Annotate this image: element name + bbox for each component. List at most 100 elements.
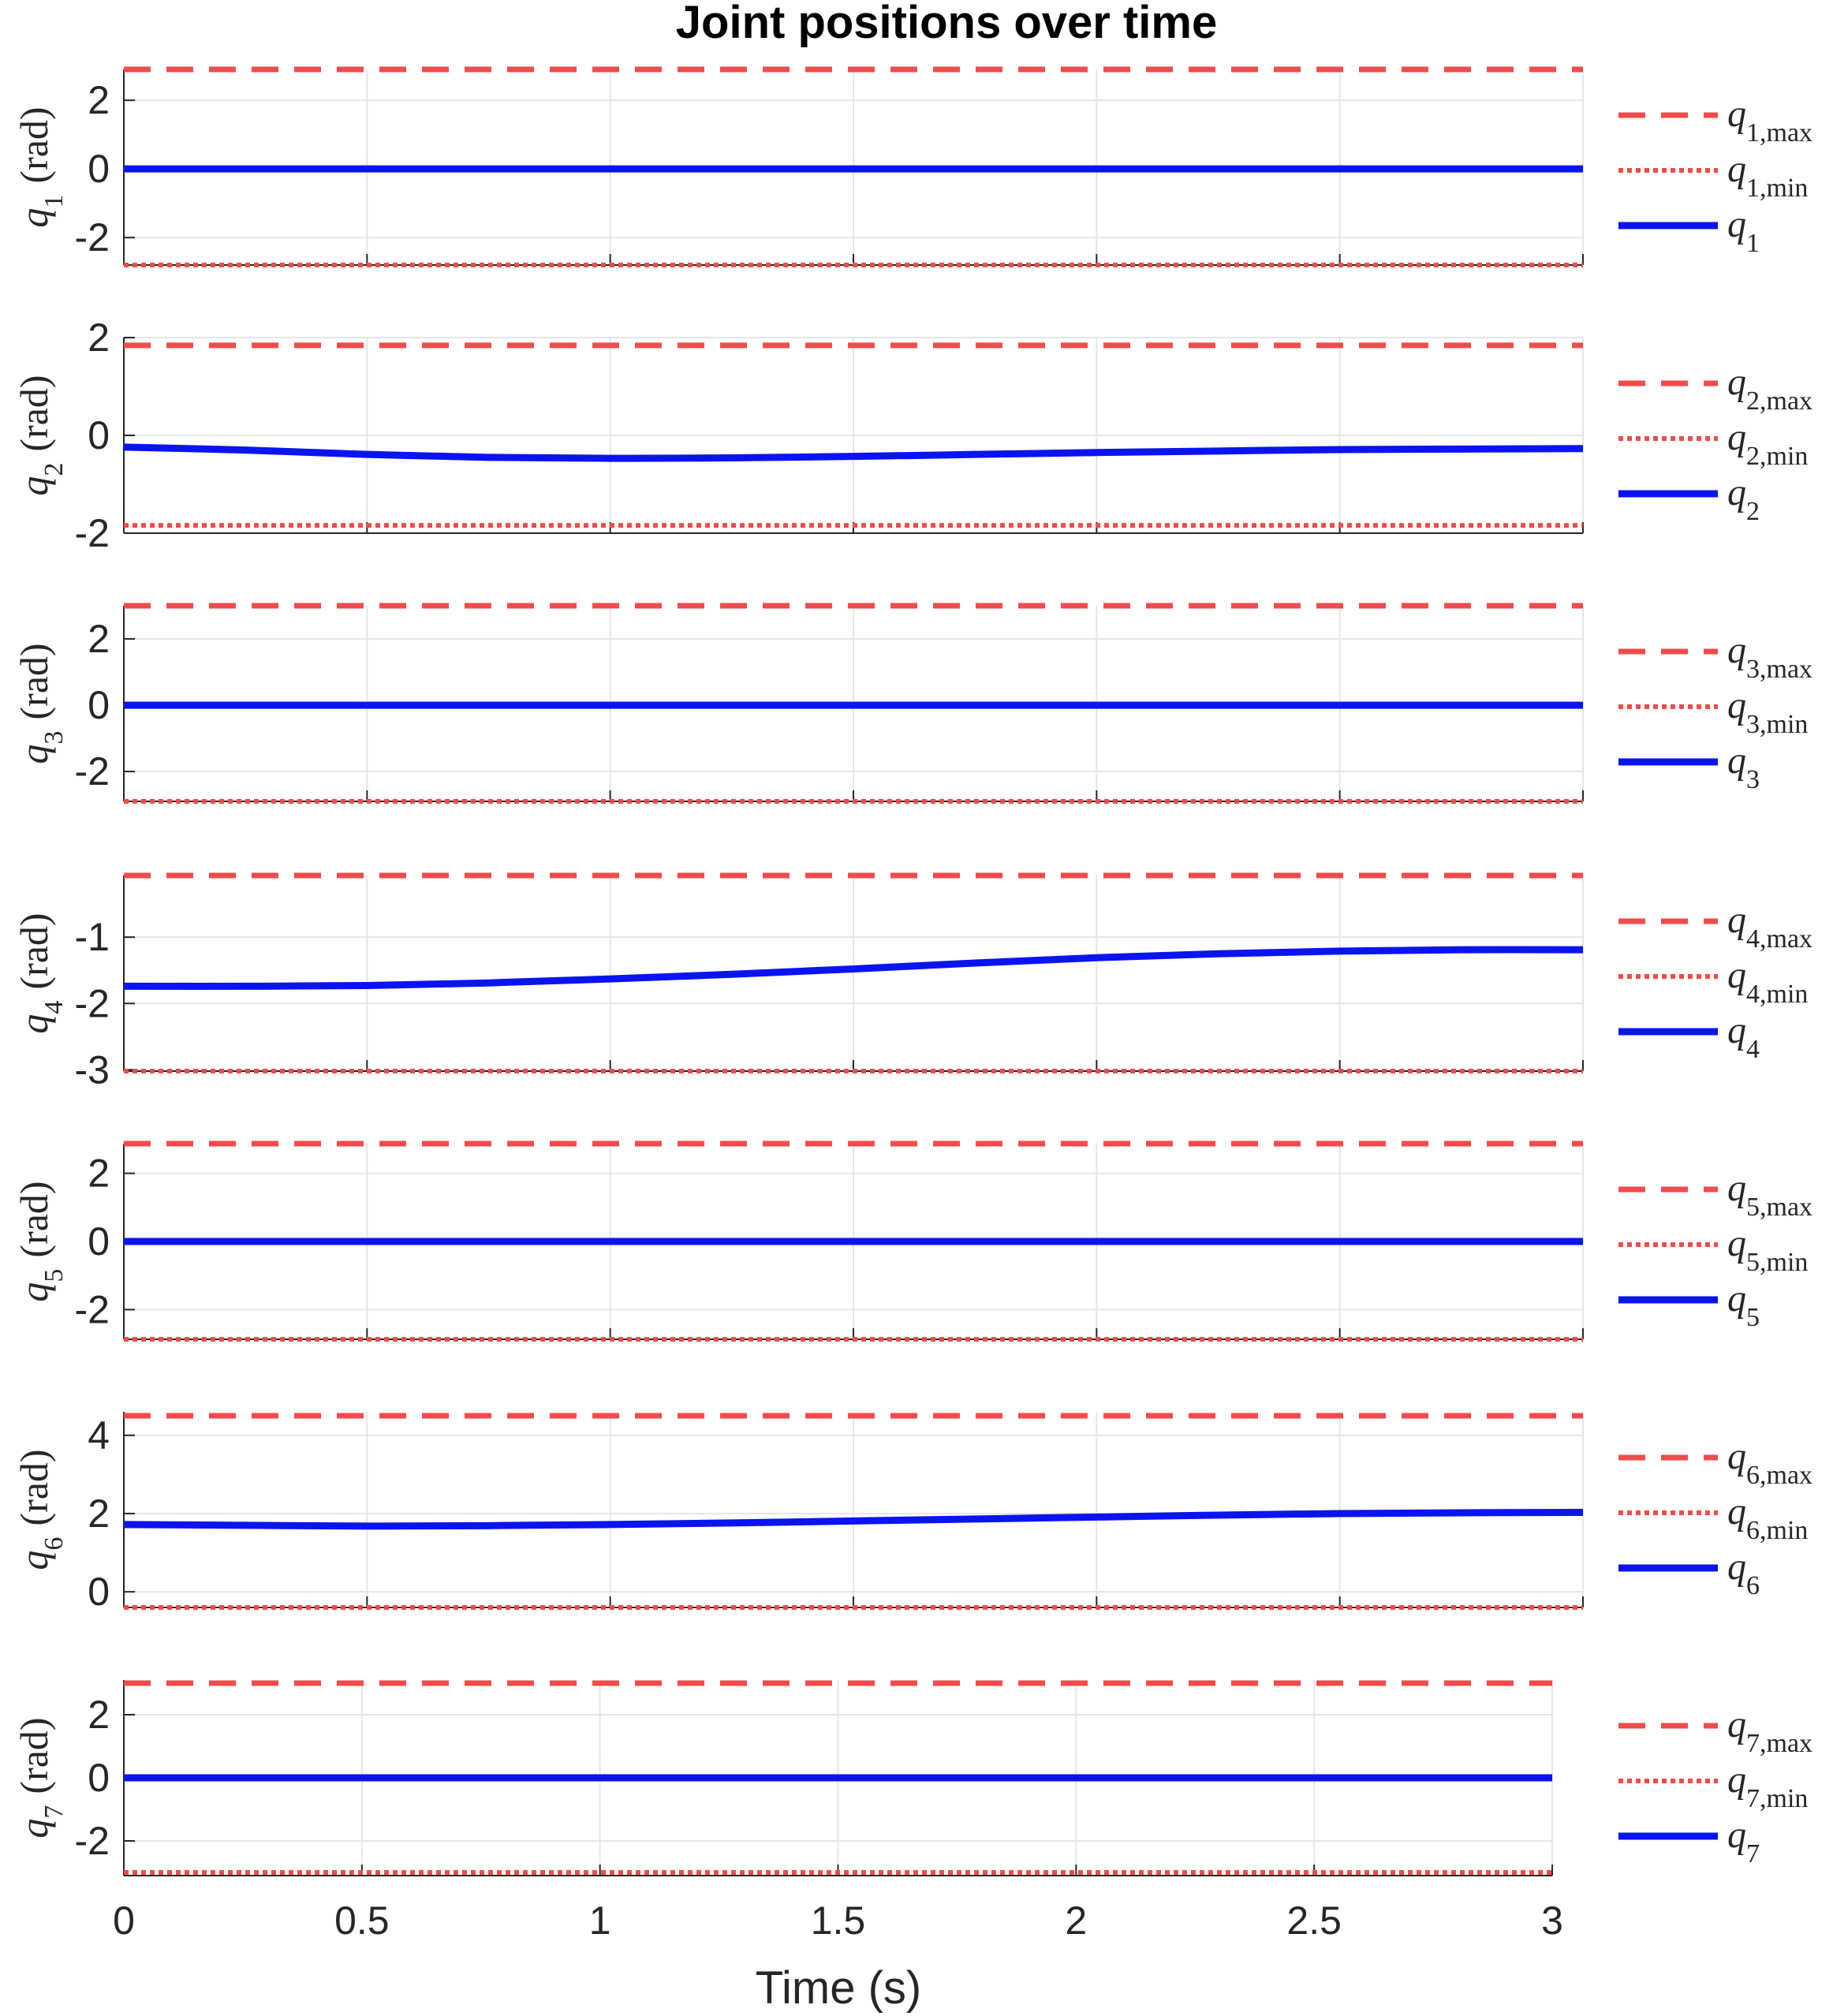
- math-subscript: 5: [1746, 1303, 1760, 1332]
- math-subscript: 6: [1746, 1571, 1760, 1600]
- math-subscript: 3: [1746, 765, 1760, 794]
- legend-label: q7: [1727, 1814, 1760, 1869]
- math-subscript: 1: [1746, 229, 1760, 258]
- math-var: q: [1727, 1546, 1746, 1588]
- y-axis-label: q5 (rad): [12, 1181, 69, 1301]
- legend-label: q5,min: [1727, 1223, 1808, 1277]
- y-axis-unit: (rad): [12, 643, 56, 719]
- math-var: q: [1727, 1223, 1746, 1264]
- x-axis-label: Time (s): [756, 1962, 921, 2014]
- x-tick-label: 3: [1541, 1898, 1563, 1943]
- math-subscript: 2: [39, 463, 69, 476]
- y-axis-unit: (rad): [12, 1717, 56, 1794]
- math-subscript: 1,min: [1746, 174, 1808, 203]
- y-tick-label: 0: [88, 1570, 110, 1614]
- math-subscript: 4,max: [1746, 924, 1812, 954]
- math-var: q: [1727, 361, 1746, 403]
- y-tick-label: -2: [75, 981, 110, 1025]
- math-var: q: [12, 1282, 56, 1302]
- math-subscript: 1: [39, 195, 69, 208]
- y-tick-label: 0: [88, 147, 110, 191]
- y-axis-label: q4 (rad): [12, 913, 69, 1033]
- math-subscript: 5,min: [1746, 1248, 1808, 1277]
- math-var: q: [12, 1014, 56, 1034]
- math-var: q: [1727, 1435, 1746, 1477]
- math-var: q: [1727, 685, 1746, 726]
- legend-label: q1,max: [1727, 93, 1812, 147]
- legend-label: q6: [1727, 1546, 1760, 1600]
- legend-label: q4: [1727, 1010, 1760, 1064]
- legend-label: q3: [1727, 740, 1760, 794]
- math-subscript: 4,min: [1746, 980, 1808, 1009]
- math-var: q: [12, 1551, 56, 1570]
- math-subscript: 2,min: [1746, 442, 1808, 471]
- math-var: q: [1727, 416, 1746, 458]
- legend-label: q1: [1727, 203, 1760, 258]
- math-var: q: [1727, 148, 1746, 190]
- math-var: q: [1727, 1814, 1746, 1856]
- x-axis: 0 0.5 1 1.5 2 2.5 3: [113, 1898, 1563, 1943]
- math-subscript: 7,min: [1746, 1784, 1808, 1813]
- y-tick-label: 2: [88, 78, 110, 122]
- y-tick-label: 2: [88, 1152, 110, 1196]
- x-tick-label: 1: [589, 1898, 611, 1943]
- math-var: q: [12, 208, 56, 228]
- x-tick-label: 2.5: [1286, 1898, 1342, 1943]
- legend-label: q6,min: [1727, 1491, 1808, 1545]
- legend-label: q5,max: [1727, 1167, 1812, 1222]
- math-var: q: [1727, 1704, 1746, 1745]
- math-var: q: [1727, 899, 1746, 941]
- x-tick-label: 1.5: [811, 1898, 866, 1943]
- legend-label: q7,min: [1727, 1759, 1808, 1813]
- math-subscript: 3: [39, 731, 69, 745]
- math-var: q: [1727, 629, 1746, 671]
- y-tick-label: -1: [75, 915, 110, 959]
- legend-label: q4,max: [1727, 899, 1812, 954]
- math-var: q: [1727, 93, 1746, 135]
- math-var: q: [1727, 1278, 1746, 1320]
- math-var: q: [1727, 203, 1746, 245]
- math-var: q: [1727, 1759, 1746, 1801]
- math-subscript: 6,max: [1746, 1461, 1812, 1490]
- math-subscript: 7,max: [1746, 1729, 1812, 1758]
- math-subscript: 3,max: [1746, 655, 1812, 684]
- y-tick-label: 0: [88, 413, 110, 457]
- legend-label: q6,max: [1727, 1435, 1812, 1490]
- y-tick-label: 4: [88, 1413, 110, 1458]
- math-subscript: 4: [1746, 1035, 1760, 1064]
- series-line-q2: [123, 443, 1584, 462]
- math-var: q: [1727, 472, 1746, 513]
- series-line-q4: [123, 946, 1584, 990]
- math-var: q: [1727, 1491, 1746, 1533]
- y-axis-label: q2 (rad): [12, 375, 69, 495]
- legend-label: q3,min: [1727, 685, 1808, 739]
- y-axis-unit: (rad): [12, 1449, 56, 1525]
- math-subscript: 7: [1746, 1839, 1760, 1869]
- y-axis-label: q3 (rad): [12, 643, 69, 763]
- math-subscript: 6: [39, 1537, 69, 1551]
- y-tick-label: -2: [75, 749, 110, 793]
- math-subscript: 2: [1746, 497, 1760, 526]
- y-axis-unit: (rad): [12, 1181, 56, 1257]
- x-tick-label: 0.5: [334, 1898, 390, 1943]
- y-tick-label: 0: [88, 683, 110, 727]
- y-tick-label: 0: [88, 1756, 110, 1800]
- y-tick-label: -2: [75, 1819, 110, 1863]
- math-var: q: [12, 745, 56, 764]
- math-subscript: 6,min: [1746, 1516, 1808, 1545]
- y-axis-label: q7 (rad): [12, 1717, 69, 1838]
- y-axis-unit: (rad): [12, 913, 56, 989]
- legend-label: q1,min: [1727, 148, 1808, 203]
